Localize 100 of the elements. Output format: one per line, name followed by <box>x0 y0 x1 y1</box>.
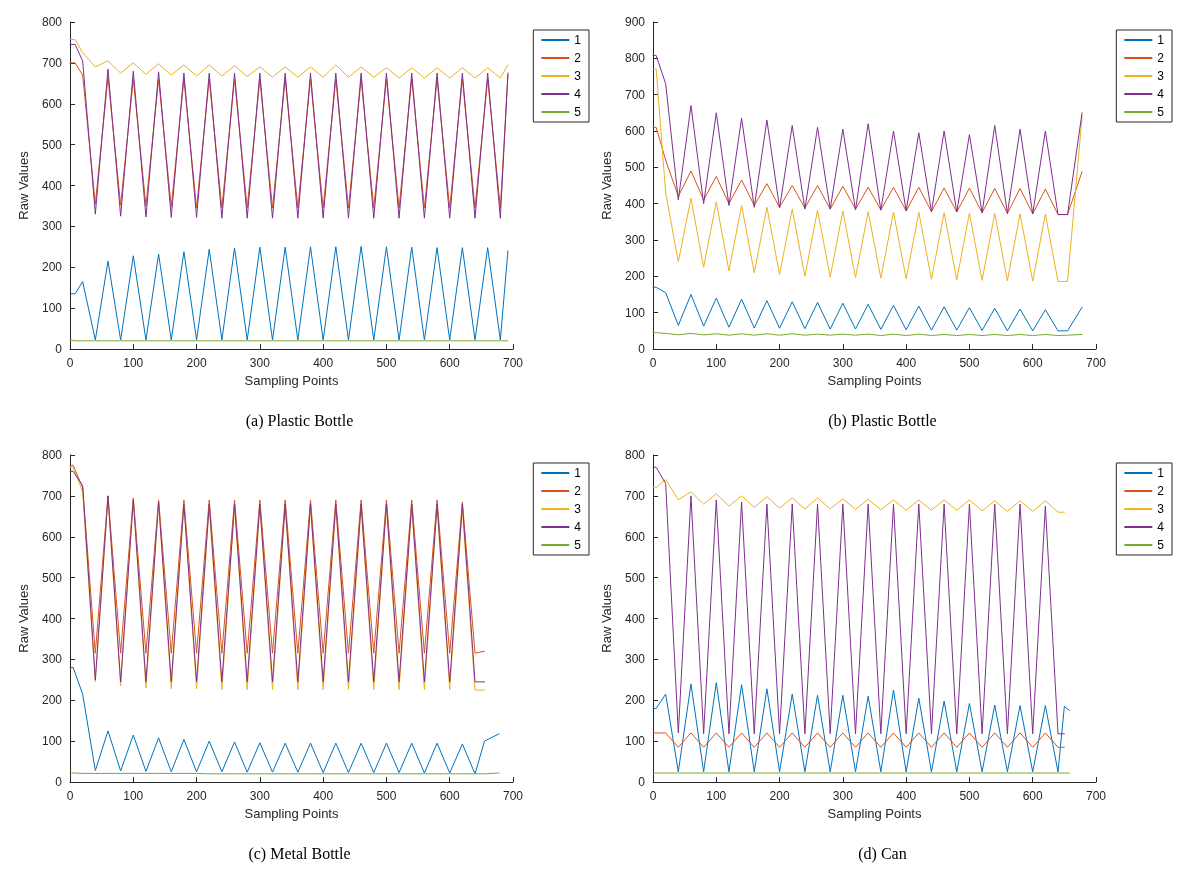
y-tick-label: 500 <box>41 570 63 585</box>
x-tick-label: 700 <box>502 789 524 803</box>
y-tick-label: 700 <box>41 55 63 70</box>
legend-label: 5 <box>574 105 582 119</box>
y-tick-label: 600 <box>41 529 63 544</box>
y-tick-label: 100 <box>41 301 63 316</box>
x-tick-label: 100 <box>706 356 727 370</box>
x-tick-label: 600 <box>439 789 461 803</box>
line-series <box>652 466 1065 735</box>
y-tick-label: 300 <box>41 219 63 234</box>
y-tick-label: 500 <box>624 160 646 175</box>
legend-label: 1 <box>574 33 582 47</box>
y-tick-label: 800 <box>624 448 646 462</box>
text: (d) Can <box>858 844 907 863</box>
x-axis-title: Sampling Points <box>244 805 339 821</box>
x-tick-label: 300 <box>832 356 854 370</box>
x-tick-label: 400 <box>313 789 334 803</box>
legend-label: 1 <box>574 466 582 480</box>
y-tick-label: 200 <box>41 260 63 275</box>
x-tick-label: 500 <box>376 789 397 803</box>
legend-label: 5 <box>574 538 582 552</box>
legend-label: 5 <box>1157 538 1165 552</box>
x-tick-label: 700 <box>502 356 524 370</box>
legend-label: 4 <box>574 87 582 101</box>
y-tick-label: 100 <box>624 305 646 320</box>
legend-label: 1 <box>1157 33 1165 47</box>
y-tick-label: 200 <box>624 269 646 284</box>
y-tick-label: 300 <box>624 233 646 247</box>
y-tick-label: 900 <box>624 15 646 29</box>
x-tick-label: 500 <box>959 356 980 370</box>
text: (a) Plastic Bottle <box>245 411 354 430</box>
legend-label: 2 <box>574 484 582 498</box>
line-series <box>652 54 1083 216</box>
x-tick-label: 500 <box>376 356 397 370</box>
legend-label: 5 <box>1157 105 1165 119</box>
x-axis-title: Sampling Points <box>827 372 922 388</box>
x-tick-label: 400 <box>896 356 917 370</box>
y-tick-label: 200 <box>624 693 646 708</box>
line-series <box>69 464 486 654</box>
x-tick-label: 100 <box>123 789 144 803</box>
x-tick-label: 400 <box>896 789 917 803</box>
x-tick-label: 0 <box>649 356 657 370</box>
y-tick-label: 800 <box>41 448 63 462</box>
x-tick-label: 0 <box>66 356 74 370</box>
y-tick-label: 800 <box>41 15 63 29</box>
line-series <box>69 667 500 775</box>
legend-label: 2 <box>574 51 582 65</box>
x-tick-label: 0 <box>66 789 74 803</box>
y-tick-label: 0 <box>55 775 63 789</box>
x-axis-title: Sampling Points <box>827 805 922 821</box>
x-tick-label: 0 <box>649 789 657 803</box>
y-tick-label: 600 <box>41 96 63 111</box>
y-tick-label: 200 <box>41 693 63 708</box>
y-axis-title: Raw Values <box>599 583 614 653</box>
y-tick-label: 100 <box>624 734 646 749</box>
y-tick-label: 100 <box>41 734 63 749</box>
x-tick-label: 200 <box>769 356 790 370</box>
legend-label: 3 <box>1157 502 1165 516</box>
y-axis-title: Raw Values <box>16 583 31 653</box>
x-tick-label: 300 <box>832 789 854 803</box>
y-tick-label: 800 <box>624 51 646 66</box>
x-tick-label: 400 <box>313 356 334 370</box>
y-tick-label: 700 <box>41 488 63 503</box>
y-axis-title: Raw Values <box>16 150 31 220</box>
legend-label: 4 <box>574 520 582 534</box>
y-tick-label: 700 <box>624 488 646 503</box>
text: (c) Metal Bottle <box>248 844 351 863</box>
line-series <box>69 43 509 219</box>
x-tick-label: 700 <box>1085 789 1107 803</box>
y-tick-label: 600 <box>624 124 646 138</box>
y-axis-title: Raw Values <box>599 150 614 220</box>
y-tick-label: 300 <box>41 652 63 667</box>
x-tick-label: 200 <box>186 356 207 370</box>
line-series <box>652 126 1083 216</box>
x-tick-label: 100 <box>123 356 144 370</box>
x-tick-label: 600 <box>1022 789 1044 803</box>
line-series <box>69 39 509 79</box>
legend-label: 4 <box>1157 87 1165 101</box>
x-tick-label: 600 <box>1022 356 1044 370</box>
y-tick-label: 400 <box>624 196 646 211</box>
x-tick-label: 100 <box>706 789 727 803</box>
y-tick-label: 0 <box>638 775 646 789</box>
x-tick-label: 300 <box>249 789 271 803</box>
legend-label: 3 <box>574 502 582 516</box>
line-series <box>652 479 1065 513</box>
line-series <box>652 286 1083 332</box>
y-tick-label: 0 <box>638 342 646 356</box>
x-axis-title: Sampling Points <box>244 372 339 388</box>
y-tick-label: 500 <box>41 137 63 152</box>
x-tick-label: 600 <box>439 356 461 370</box>
legend-label: 2 <box>1157 51 1165 65</box>
x-tick-label: 200 <box>186 789 207 803</box>
y-tick-label: 600 <box>624 529 646 544</box>
legend-label: 4 <box>1157 520 1165 534</box>
legend-label: 2 <box>1157 484 1165 498</box>
line-series <box>69 245 509 341</box>
x-tick-label: 200 <box>769 789 790 803</box>
y-tick-label: 500 <box>624 570 646 585</box>
y-tick-label: 300 <box>624 652 646 667</box>
line-series <box>652 68 1083 282</box>
